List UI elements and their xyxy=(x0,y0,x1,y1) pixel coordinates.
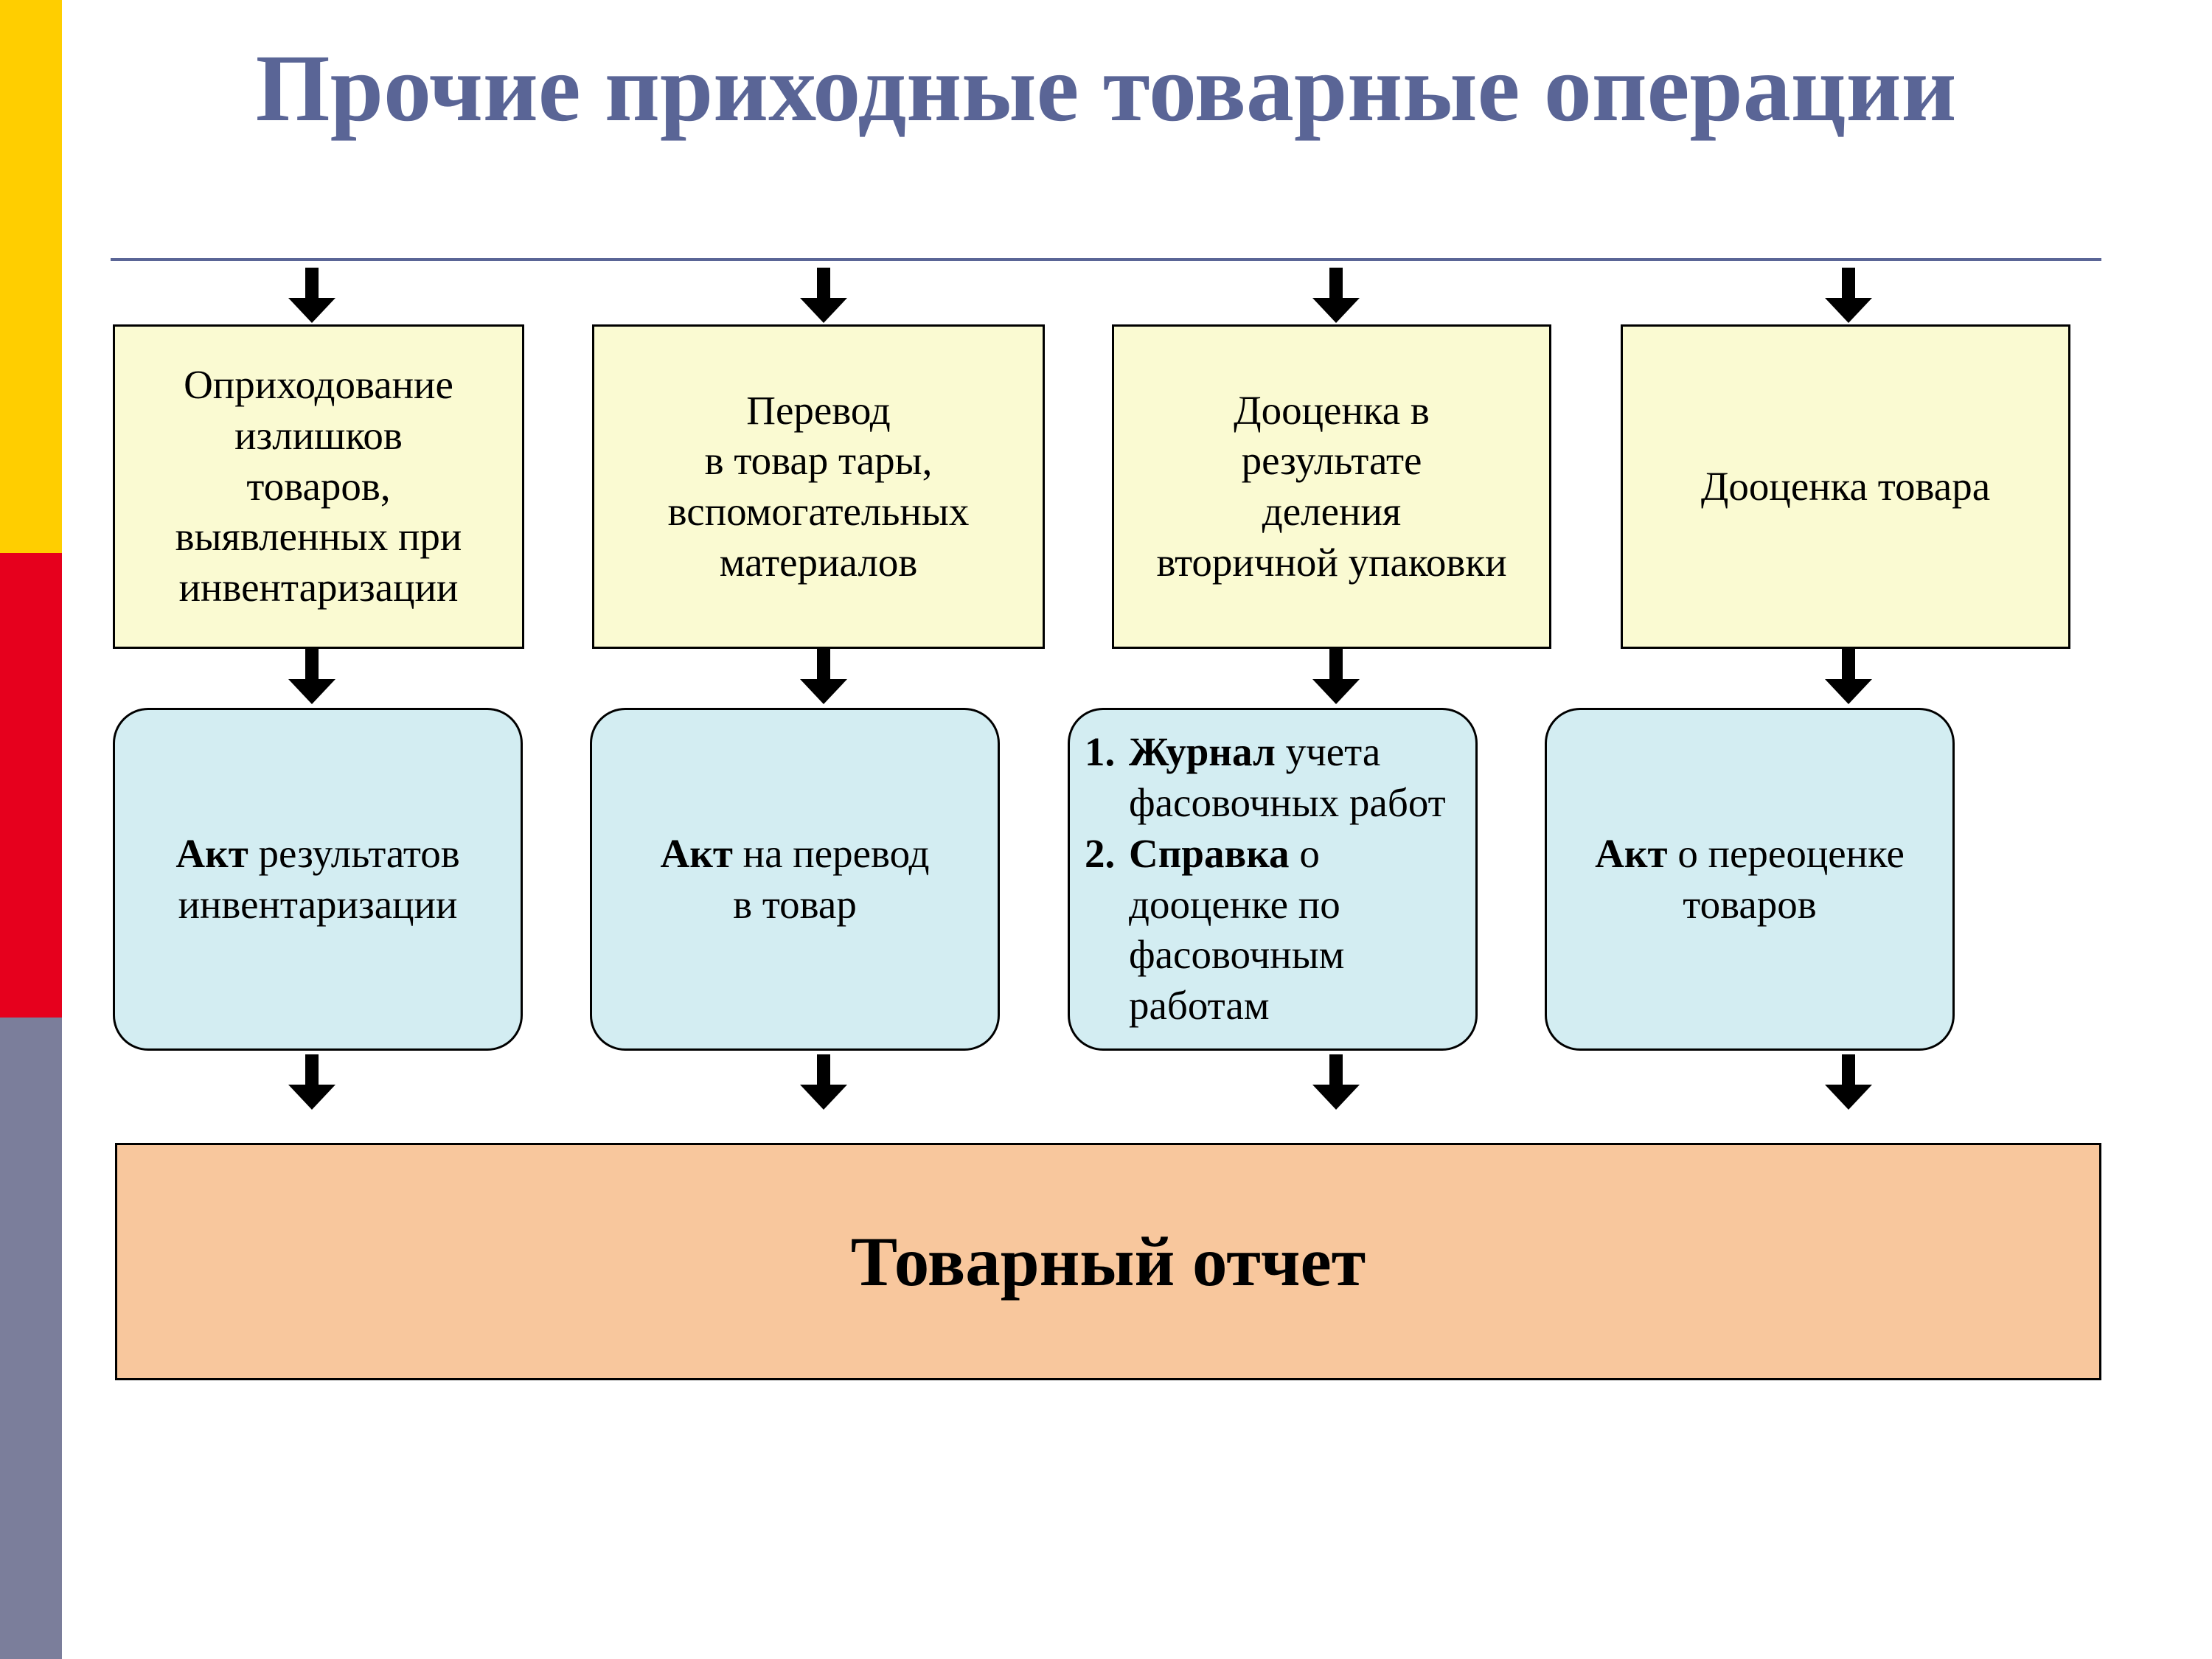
document-box-1: Акт на переводв товар xyxy=(590,708,1000,1051)
sidebar-gray xyxy=(0,1018,62,1659)
arrow-mid-3 xyxy=(1825,649,1872,704)
arrow-top-1 xyxy=(800,268,847,323)
arrow-top-3 xyxy=(1825,268,1872,323)
source-box-2: Дооценка врезультатеделениявторичной упа… xyxy=(1112,324,1551,649)
arrow-mid-2 xyxy=(1312,649,1360,704)
source-box-0: Оприходованиеизлишковтоваров,выявленных … xyxy=(113,324,524,649)
source-box-1: Переводв товар тары,вспомогательныхматер… xyxy=(592,324,1045,649)
document-box-0: Акт результатовинвентаризации xyxy=(113,708,523,1051)
title-underline xyxy=(111,258,2101,261)
arrow-bot-2 xyxy=(1312,1054,1360,1110)
footer-label: Товарный отчет xyxy=(117,1221,2099,1302)
document-box-3: Акт о переоценкетоваров xyxy=(1545,708,1955,1051)
sidebar-yellow xyxy=(0,0,62,553)
arrow-bot-1 xyxy=(800,1054,847,1110)
arrow-bot-3 xyxy=(1825,1054,1872,1110)
arrow-mid-0 xyxy=(288,649,335,704)
diagram-stage: { "canvas": { "w": 3000, "h": 2250 }, "c… xyxy=(0,0,2212,1659)
sidebar-red xyxy=(0,553,62,1018)
source-box-3: Дооценка товара xyxy=(1621,324,2070,649)
arrow-top-2 xyxy=(1312,268,1360,323)
arrow-mid-1 xyxy=(800,649,847,704)
arrow-bot-0 xyxy=(288,1054,335,1110)
footer-box: Товарный отчет xyxy=(115,1143,2101,1380)
arrow-top-0 xyxy=(288,268,335,323)
slide-title: Прочие приходные товарные операции xyxy=(111,38,2101,139)
document-box-2: 1.Журнал учета фасовочных работ2.Справка… xyxy=(1068,708,1478,1051)
